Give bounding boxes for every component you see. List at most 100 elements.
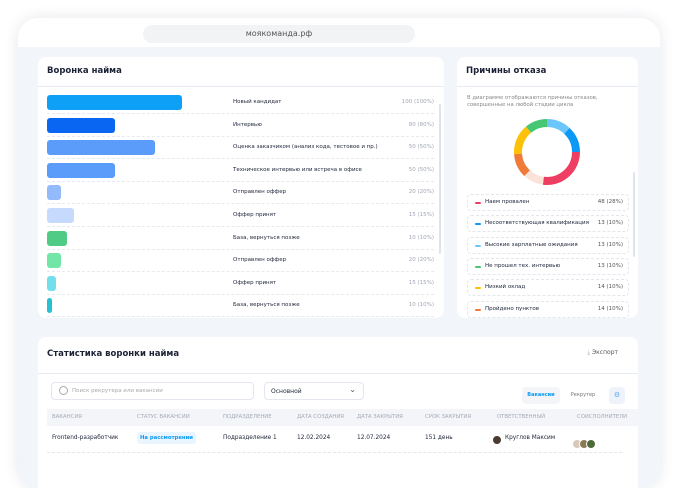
column-header[interactable]: СОИСПОЛНИТЕЛИ <box>577 414 628 420</box>
reason-value: 13 (10%) <box>597 220 623 227</box>
funnel-row: База, вернуться позже 10 (10%) <box>47 228 434 250</box>
funnel-row: Оффер принят 15 (15%) <box>47 273 434 295</box>
funnel-bar <box>47 230 68 246</box>
funnel-bar <box>47 298 53 314</box>
column-header[interactable]: СТАТУС ВАКАНСИИ <box>137 414 190 420</box>
column-header[interactable]: ОТВЕТСТВЕННЫЙ <box>497 414 546 420</box>
funnel-stage-label: Отправлен оффер <box>233 189 287 196</box>
avatar <box>586 438 596 449</box>
tab-vacancies[interactable]: Вакансии <box>522 387 560 404</box>
cell-vacancy[interactable]: Frontend-разработчик <box>52 435 119 441</box>
reasons-title: Причины отказа <box>466 66 547 76</box>
stats-title: Статистика воронки найма <box>47 349 180 359</box>
reason-value: 48 (28%) <box>597 199 623 205</box>
export-button[interactable]: ⤓ Экспорт <box>587 349 618 357</box>
cell-closed: 12.07.2024 <box>357 435 391 441</box>
funnel-stage-value: 20 (20%) <box>408 257 434 264</box>
funnel-bar <box>47 275 57 291</box>
browser-window: моякоманда.рф Воронка найма Новый кандид… <box>18 18 660 488</box>
search-icon <box>59 386 68 395</box>
donut-segment[interactable] <box>542 151 580 185</box>
reason-item[interactable]: Наем провален 48 (28%) <box>467 194 629 211</box>
chevron-down-icon: ⌄ <box>349 385 356 394</box>
funnel-stage-value: 10 (10%) <box>408 234 434 241</box>
reason-item[interactable]: Высокие зарплатные ожидания 13 (10%) <box>467 236 629 254</box>
column-header[interactable]: СРОК ЗАКРЫТИЯ <box>425 414 472 420</box>
donut-segment[interactable] <box>525 119 548 133</box>
cell-department: Подразделение 1 <box>223 435 277 441</box>
funnel-bar <box>47 208 74 223</box>
legend-dot-icon <box>475 308 481 311</box>
cell-owner[interactable]: Круглов Максим <box>505 435 556 441</box>
funnel-row: Техническое интервью или встреча в офисе… <box>47 160 434 182</box>
funnel-stage-label: Техническое интервью или встреча в офисе <box>233 166 362 173</box>
funnel-title: Воронка найма <box>47 66 122 76</box>
funnel-scrollbar[interactable] <box>439 104 441 254</box>
legend-dot-icon <box>475 202 481 204</box>
export-label: Экспорт <box>591 349 618 356</box>
reason-item[interactable]: Не прошел тех. интервью 13 (10%) <box>467 257 629 275</box>
column-header[interactable]: ПОДРАЗДЕЛЕНИЕ <box>223 414 272 420</box>
address-bar[interactable]: моякоманда.рф <box>143 25 415 43</box>
funnel-row: Оффер принят 15 (15%) <box>47 205 434 227</box>
cell-created: 12.02.2024 <box>297 435 331 441</box>
funnel-stage-value: 50 (50%) <box>408 144 434 151</box>
funnel-stage-value: 10 (10%) <box>408 302 434 309</box>
legend-dot-icon <box>475 265 481 268</box>
funnel-stage-value: 15 (15%) <box>408 212 434 218</box>
funnel-stage-value: 100 (100%) <box>401 99 434 105</box>
table-header: ВАКАНСИЯ СТАТУС ВАКАНСИИ ПОДРАЗДЕЛЕНИЕ ДАТА… <box>47 409 638 426</box>
funnel-bar <box>47 140 155 156</box>
owner-avatar <box>492 435 502 445</box>
reason-item[interactable]: Низкий оклад 14 (10%) <box>467 279 629 297</box>
page-content: Воронка найма Новый кандидат 100 (100%) … <box>18 47 660 488</box>
reason-item[interactable]: Несоответствующая квалификация 13 (10%) <box>467 215 629 233</box>
select-value: Основной <box>271 388 302 395</box>
funnel-card: Воронка найма Новый кандидат 100 (100%) … <box>38 57 444 318</box>
reason-label: Высокие зарплатные ожидания <box>485 241 578 248</box>
funnel-row: Отправлен оффер 20 (20%) <box>47 250 434 273</box>
donut-segment[interactable] <box>514 126 532 155</box>
donut-segment[interactable] <box>546 119 570 134</box>
funnel-row: База, вернуться позже 10 (10%) <box>47 295 434 318</box>
funnel-row: Интервью 80 (80%) <box>47 115 434 137</box>
divider <box>457 86 638 87</box>
legend-dot-icon <box>475 244 481 247</box>
legend-dot-icon <box>475 223 481 226</box>
donut-segment[interactable] <box>563 127 580 153</box>
reason-label: Не прошел тех. интервью <box>485 262 561 269</box>
reasons-scrollbar[interactable] <box>633 172 635 257</box>
tab-recruiter[interactable]: Рекрутер <box>570 392 596 398</box>
search-placeholder: Поиск рекрутера или вакансии <box>72 388 163 394</box>
funnel-bar <box>47 162 115 178</box>
funnel-stage-label: Оффер принят <box>233 279 277 286</box>
funnel-bar <box>47 95 182 110</box>
reasons-donut-chart <box>514 119 580 185</box>
reasons-description: В диаграмме отображаются причины отказов… <box>467 95 598 108</box>
funnel-bar <box>47 185 61 201</box>
funnel-row: Новый кандидат 100 (100%) <box>47 92 434 114</box>
funnel-stage-label: Новый кандидат <box>233 99 282 105</box>
settings-gear-icon[interactable]: ⚙ <box>609 387 625 404</box>
funnel-stage-label: Отправлен оффер <box>233 257 287 264</box>
funnel-stage-label: Интервью <box>233 121 262 128</box>
download-icon: ⤓ <box>587 349 592 356</box>
reason-item[interactable]: Пройдено пунктов 14 (10%) <box>467 300 629 318</box>
column-header[interactable]: ДАТА СОЗДАНИЯ <box>297 414 344 420</box>
funnel-stage-label: Оффер принят <box>233 212 277 218</box>
funnel-stage-value: 80 (80%) <box>408 121 434 128</box>
search-input[interactable]: Поиск рекрутера или вакансии <box>51 382 254 400</box>
stats-card: Статистика воронки найма ⤓ Экспорт Поиск… <box>38 337 638 488</box>
status-badge: На рассмотрении <box>137 432 197 444</box>
donut-segment[interactable] <box>514 153 531 177</box>
cell-duration: 151 день <box>425 435 453 441</box>
funnel-row: Оценка заказчиком (анализ кода, тестовое… <box>47 137 434 160</box>
column-header[interactable]: ДАТА ЗАКРЫТИЯ <box>357 414 403 420</box>
column-header[interactable]: ВАКАНСИЯ <box>52 414 82 420</box>
donut-segment[interactable] <box>524 170 545 185</box>
funnel-row: Отправлен оффер 20 (20%) <box>47 182 434 205</box>
table-row[interactable]: Frontend-разработчик На рассмотрении Под… <box>47 427 622 453</box>
funnel-stage-label: База, вернуться позже <box>233 234 300 241</box>
reasons-card: Причины отказа В диаграмме отображаются … <box>457 57 638 318</box>
view-select[interactable]: Основной ⌄ <box>264 382 364 400</box>
